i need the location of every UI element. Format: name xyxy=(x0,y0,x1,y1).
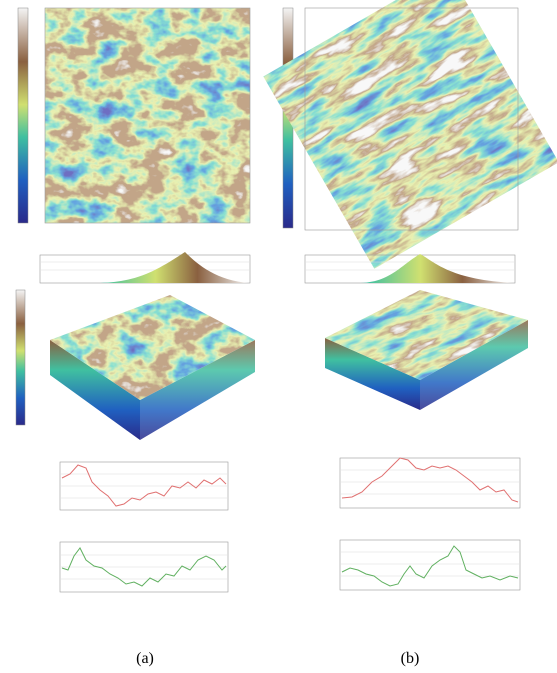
histogram xyxy=(305,254,515,283)
panel-label: (b) xyxy=(401,650,420,667)
panel-a: (a) xyxy=(16,8,265,667)
height-map xyxy=(205,0,557,326)
colorbar xyxy=(18,8,28,223)
figure: (a) (b) xyxy=(0,0,557,673)
panel-b: (b) xyxy=(205,0,557,667)
profile-red xyxy=(340,458,520,508)
profile-red xyxy=(60,462,228,510)
profile-green xyxy=(340,540,520,590)
histogram xyxy=(40,252,250,283)
height-map xyxy=(45,8,250,223)
surface-3d xyxy=(40,285,265,440)
profile-green xyxy=(60,542,228,592)
colorbar-3d xyxy=(16,290,25,425)
panel-label: (a) xyxy=(136,650,154,667)
